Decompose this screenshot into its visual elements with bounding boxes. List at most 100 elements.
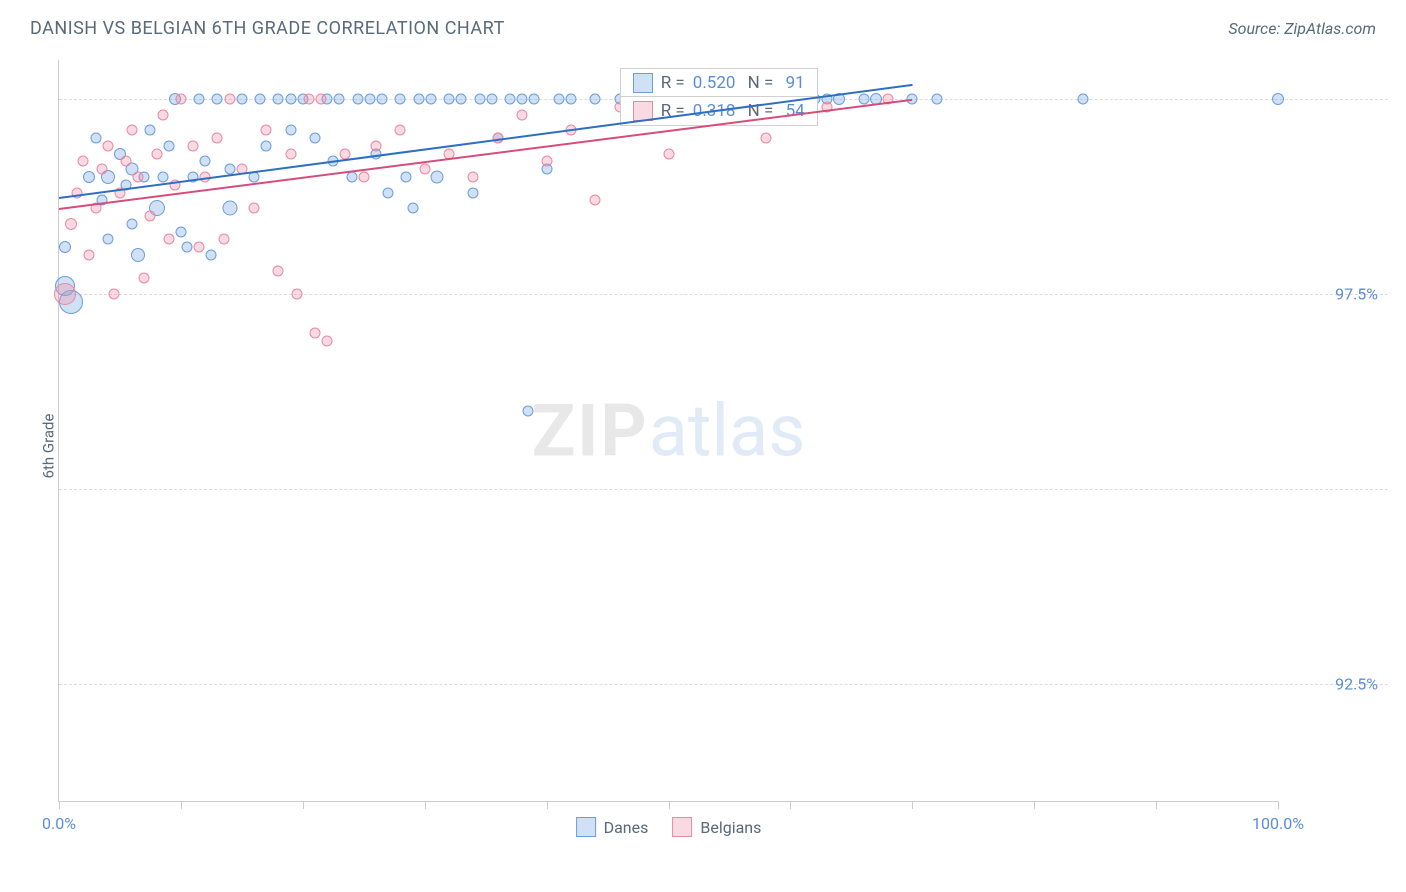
watermark-part1: ZIP bbox=[532, 388, 649, 473]
scatter-point-danes bbox=[131, 248, 145, 262]
x-tick bbox=[547, 801, 548, 809]
scatter-point-belgians bbox=[194, 242, 205, 253]
scatter-point-belgians bbox=[175, 94, 186, 105]
scatter-point-danes bbox=[931, 94, 942, 105]
scatter-point-danes bbox=[401, 172, 412, 183]
legend-label: Danes bbox=[604, 818, 649, 837]
scatter-point-danes bbox=[222, 201, 237, 216]
x-tick bbox=[790, 801, 791, 809]
scatter-point-belgians bbox=[133, 172, 144, 183]
scatter-point-belgians bbox=[273, 265, 284, 276]
correlation-legend-danes: R = 0.520 N = 91 bbox=[620, 68, 818, 98]
legend-n-value: 54 bbox=[781, 101, 804, 121]
scatter-point-belgians bbox=[218, 234, 229, 245]
chart-title: DANISH VS BELGIAN 6TH GRADE CORRELATION … bbox=[30, 18, 505, 39]
x-tick-label: 0.0% bbox=[42, 814, 76, 833]
scatter-point-belgians bbox=[370, 140, 381, 151]
scatter-point-danes bbox=[468, 187, 479, 198]
scatter-point-danes bbox=[59, 241, 71, 253]
legend-label: Belgians bbox=[700, 818, 761, 837]
scatter-point-danes bbox=[590, 94, 601, 105]
scatter-point-belgians bbox=[358, 172, 369, 183]
watermark: ZIPatlas bbox=[532, 388, 806, 473]
legend-item-danes: Danes bbox=[576, 817, 649, 837]
scatter-point-belgians bbox=[419, 164, 430, 175]
chart-container: 6th Grade ZIPatlas DanesBelgians 92.5%97… bbox=[48, 60, 1388, 832]
x-tick bbox=[303, 801, 304, 809]
scatter-point-belgians bbox=[188, 140, 199, 151]
scatter-point-belgians bbox=[121, 156, 132, 167]
scatter-point-danes bbox=[430, 171, 443, 184]
x-tick bbox=[181, 801, 182, 809]
y-tick-label: 92.5% bbox=[1288, 675, 1378, 694]
scatter-point-danes bbox=[206, 250, 217, 261]
scatter-point-danes bbox=[395, 94, 406, 105]
legend-swatch-icon bbox=[633, 73, 653, 93]
scatter-point-danes bbox=[181, 242, 192, 253]
x-tick bbox=[1156, 801, 1157, 809]
scatter-point-danes bbox=[194, 94, 205, 105]
legend-item-belgians: Belgians bbox=[672, 817, 761, 837]
scatter-point-belgians bbox=[590, 195, 601, 206]
scatter-point-belgians bbox=[316, 94, 327, 105]
scatter-point-danes bbox=[127, 218, 138, 229]
scatter-point-belgians bbox=[54, 283, 76, 305]
scatter-point-belgians bbox=[468, 172, 479, 183]
scatter-point-danes bbox=[523, 406, 534, 417]
scatter-point-danes bbox=[346, 172, 357, 183]
scatter-point-danes bbox=[486, 94, 497, 105]
scatter-point-danes bbox=[200, 156, 211, 167]
scatter-point-danes bbox=[261, 140, 272, 151]
x-tick bbox=[59, 801, 60, 809]
scatter-point-belgians bbox=[139, 273, 150, 284]
y-axis-label: 6th Grade bbox=[39, 414, 57, 479]
trend-line-belgians bbox=[59, 99, 913, 210]
scatter-point-danes bbox=[212, 94, 223, 105]
scatter-point-belgians bbox=[102, 140, 113, 151]
scatter-point-belgians bbox=[291, 289, 302, 300]
scatter-point-belgians bbox=[517, 109, 528, 120]
scatter-point-danes bbox=[413, 94, 424, 105]
scatter-point-belgians bbox=[249, 203, 260, 214]
scatter-point-belgians bbox=[322, 335, 333, 346]
scatter-point-danes bbox=[553, 94, 564, 105]
scatter-point-belgians bbox=[151, 148, 162, 159]
legend-r-label: R = bbox=[661, 73, 685, 93]
scatter-point-danes bbox=[565, 94, 576, 105]
scatter-point-danes bbox=[175, 226, 186, 237]
scatter-point-danes bbox=[517, 94, 528, 105]
y-tick-label: 97.5% bbox=[1288, 285, 1378, 304]
legend-r-value: 0.520 bbox=[693, 73, 736, 93]
legend-swatch-icon bbox=[672, 817, 692, 837]
scatter-point-danes bbox=[334, 94, 345, 105]
scatter-point-danes bbox=[383, 187, 394, 198]
source-attribution: Source: ZipAtlas.com bbox=[1228, 19, 1376, 38]
scatter-point-danes bbox=[364, 94, 375, 105]
scatter-point-danes bbox=[1077, 94, 1088, 105]
scatter-point-danes bbox=[377, 94, 388, 105]
scatter-point-belgians bbox=[108, 289, 119, 300]
scatter-point-belgians bbox=[157, 109, 168, 120]
scatter-point-belgians bbox=[224, 94, 235, 105]
scatter-point-belgians bbox=[761, 133, 772, 144]
scatter-point-belgians bbox=[84, 250, 95, 261]
scatter-point-danes bbox=[858, 94, 869, 105]
gridline bbox=[59, 294, 1388, 295]
scatter-point-danes bbox=[157, 172, 168, 183]
scatter-point-belgians bbox=[163, 234, 174, 245]
scatter-point-belgians bbox=[395, 125, 406, 136]
scatter-point-danes bbox=[425, 94, 436, 105]
scatter-point-danes bbox=[90, 133, 101, 144]
scatter-point-danes bbox=[352, 94, 363, 105]
scatter-point-danes bbox=[83, 171, 95, 183]
scatter-point-danes bbox=[255, 94, 266, 105]
legend-n-label: N = bbox=[743, 73, 773, 93]
scatter-point-danes bbox=[474, 94, 485, 105]
scatter-point-belgians bbox=[541, 156, 552, 167]
scatter-point-belgians bbox=[285, 148, 296, 159]
legend-n-value: 91 bbox=[781, 73, 804, 93]
scatter-point-danes bbox=[505, 94, 516, 105]
scatter-point-danes bbox=[529, 94, 540, 105]
scatter-point-danes bbox=[456, 94, 467, 105]
scatter-point-belgians bbox=[309, 328, 320, 339]
